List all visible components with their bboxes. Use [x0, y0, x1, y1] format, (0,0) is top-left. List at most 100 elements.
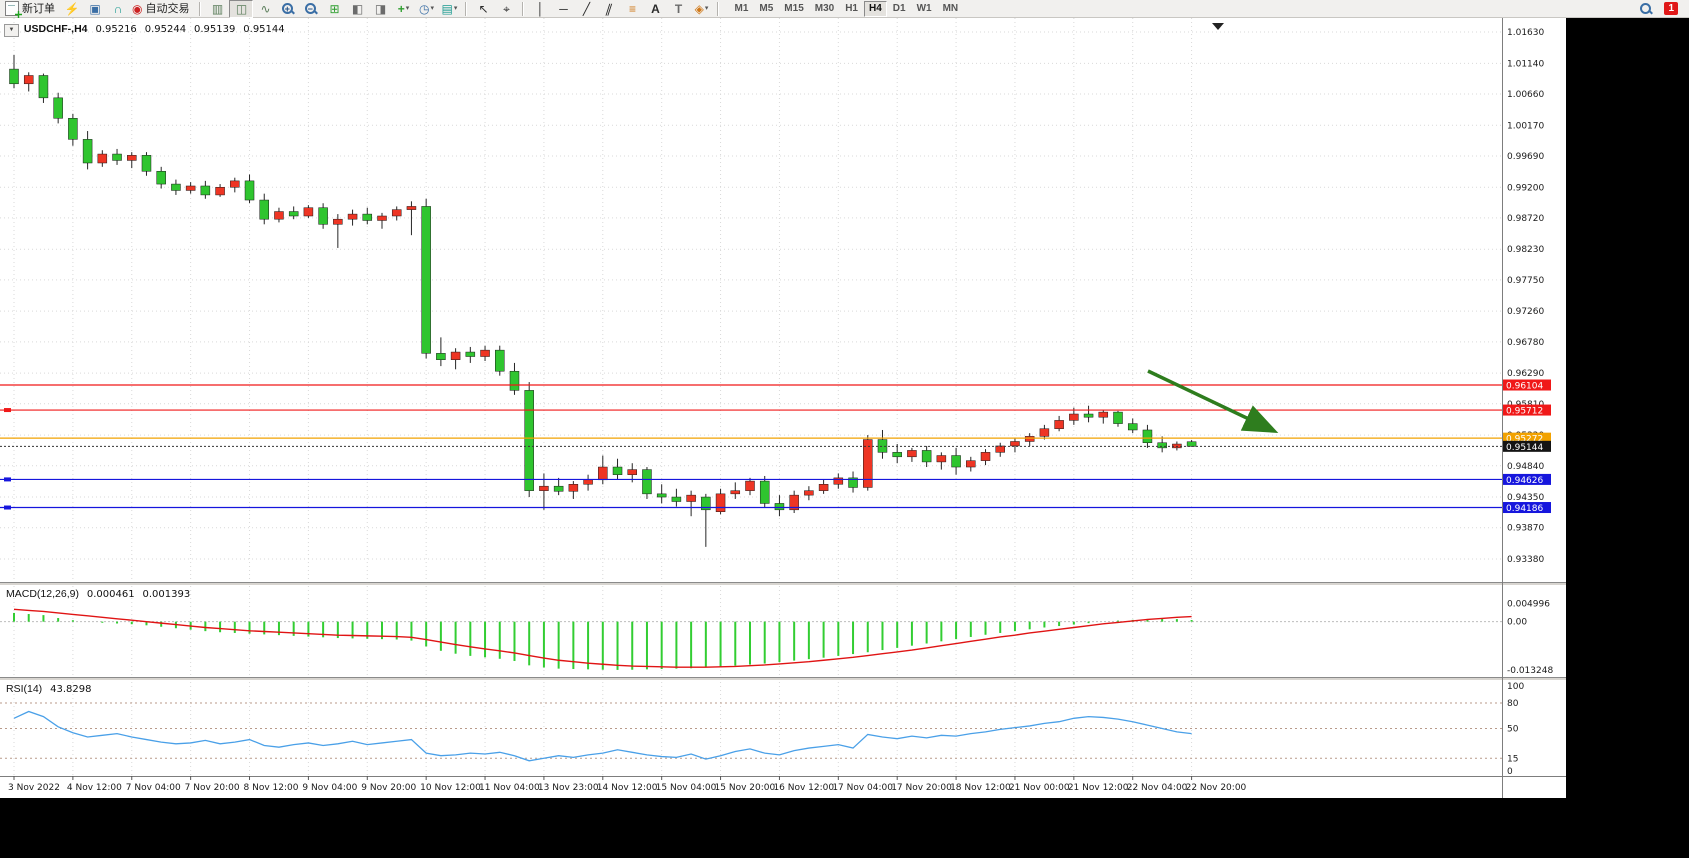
svg-text:0.95712: 0.95712	[1506, 407, 1543, 417]
template-icon: ▤	[441, 1, 453, 16]
bar-chart-button[interactable]: ▥	[206, 1, 228, 17]
timeframe-button-mn[interactable]: MN	[942, 2, 959, 14]
timeframe-buttons: M1 M5 M15 M30 H1 H4 D1 W1 MN	[729, 0, 963, 17]
time-axis-label: 21 Nov 12:00	[1068, 783, 1129, 793]
bar-chart-icon: ▥	[211, 1, 224, 16]
cursor-button[interactable]: ↖	[472, 1, 494, 17]
add-indicator-icon: +	[397, 1, 405, 16]
timeframe-button-m30[interactable]: M30	[814, 2, 835, 14]
quote-close: 0.95144	[243, 24, 285, 35]
time-axis-label: 15 Nov 20:00	[715, 783, 776, 793]
macd-series	[13, 608, 1193, 670]
price-tick-label: 0.97750	[1507, 276, 1544, 286]
cascade-windows-icon: ◨	[374, 1, 387, 16]
add-indicator-button[interactable]: + ▾	[392, 1, 414, 17]
timeframe-button-w1[interactable]: W1	[916, 2, 932, 14]
svg-text:0.95144: 0.95144	[1506, 443, 1543, 453]
periods-button[interactable]: ◷ ▾	[415, 1, 437, 17]
time-axis-label: 21 Nov 00:00	[1009, 783, 1070, 793]
fibonacci-button[interactable]: ≡	[621, 1, 643, 17]
zoom-out-button[interactable]: −	[300, 1, 322, 17]
macd-value-main: 0.000461	[86, 589, 135, 600]
timeframe-button-m1[interactable]: M1	[734, 2, 749, 14]
svg-text:0.94186: 0.94186	[1506, 504, 1543, 514]
vertical-line-icon: │	[536, 1, 545, 16]
cascade-windows-button[interactable]: ◨	[369, 1, 391, 17]
notification-badge[interactable]: 1	[1664, 2, 1678, 15]
rsi-axis-label: 80	[1507, 699, 1519, 709]
candlestick-chart-button[interactable]: ◫	[229, 0, 254, 18]
rsi-axis-label: 0	[1507, 767, 1513, 777]
candlestick-icon: ◫	[235, 1, 248, 16]
time-axis-label: 3 Nov 2022	[8, 783, 60, 793]
pane-separator[interactable]	[0, 677, 1566, 681]
auto-arrange-button[interactable]: ◧	[346, 1, 368, 17]
time-axis-label: 22 Nov 20:00	[1186, 783, 1247, 793]
new-order-button[interactable]: 新订单	[3, 1, 60, 17]
templates-button[interactable]: ▤ ▾	[438, 1, 460, 17]
chart-shift-marker[interactable]	[1212, 23, 1224, 30]
auto-trading-button[interactable]: ◉ 自动交易	[130, 1, 194, 17]
line-anchor-marker[interactable]	[4, 505, 11, 510]
timeframe-button-m5[interactable]: M5	[759, 2, 774, 14]
time-axis-label: 7 Nov 20:00	[185, 783, 240, 793]
svg-text:0.94626: 0.94626	[1506, 476, 1543, 486]
quote-high: 0.95244	[144, 24, 187, 35]
tile-windows-button[interactable]: ⊞	[323, 1, 345, 17]
vertical-line-button[interactable]: │	[529, 1, 551, 17]
trendline-button[interactable]: ╱	[575, 1, 597, 17]
text-button[interactable]: A	[644, 1, 666, 17]
expert-advisors-button[interactable]: ⚡	[61, 1, 83, 17]
pane-separator[interactable]	[0, 582, 1566, 586]
rsi-indicator-label: RSI(14) 43.8298	[6, 683, 91, 695]
arrange-windows-icon: ◧	[351, 1, 364, 16]
time-axis-label: 17 Nov 04:00	[832, 783, 893, 793]
trend-arrow-object[interactable]	[1147, 369, 1279, 434]
rsi-axis-label: 100	[1507, 682, 1524, 692]
price-chart-canvas[interactable]: 1.01630 1.01140 1.00660 1.00170 0.99690 0.992…	[0, 18, 1566, 798]
macd-value-signal: 0.001393	[142, 589, 191, 600]
timeframe-button-d1[interactable]: D1	[892, 2, 906, 14]
shapes-button[interactable]: ◈ ▾	[690, 1, 712, 17]
shapes-icon: ◈	[694, 1, 704, 16]
macd-axis-label: 0.00	[1507, 618, 1527, 628]
quote-low: 0.95139	[194, 24, 236, 35]
price-tick-label: 1.00660	[1507, 90, 1544, 100]
main-toolbar: 新订单 ⚡ ▣ ∩ ◉ 自动交易 ▥ ◫ ∿ + − ⊞ ◧ ◨ + ▾ ◷ ▾ ▤…	[0, 0, 1689, 18]
line-anchor-marker[interactable]	[4, 477, 11, 482]
text-icon: A	[651, 1, 660, 16]
charts-window-button[interactable]: ▣	[84, 1, 106, 17]
price-tick-label: 0.94350	[1507, 493, 1544, 503]
hline-price-tag	[1503, 502, 1551, 514]
text-label-button[interactable]: T	[667, 1, 689, 17]
horizontal-line-button[interactable]: ─	[552, 1, 574, 17]
search-button[interactable]	[1635, 1, 1657, 17]
timeframe-button-m15[interactable]: M15	[784, 2, 804, 14]
line-chart-button[interactable]: ∿	[254, 1, 276, 17]
symbol-dropdown-icon[interactable]: ▼	[4, 23, 19, 37]
channel-button[interactable]: ∥	[598, 1, 620, 17]
time-axis-label: 11 Nov 04:00	[479, 783, 540, 793]
crosshair-button[interactable]: ⌖	[495, 1, 517, 17]
new-order-icon	[5, 1, 19, 16]
chevron-down-icon: ▾	[453, 4, 458, 12]
time-axis-label: 8 Nov 12:00	[244, 783, 299, 793]
new-order-label: 新订单	[22, 2, 55, 15]
hline-price-tag	[1503, 432, 1551, 444]
chevron-down-icon: ▾	[704, 4, 709, 12]
cursor-icon: ↖	[478, 1, 489, 16]
time-axis-label: 16 Nov 12:00	[773, 783, 834, 793]
text-label-icon: T	[674, 1, 683, 16]
support-button[interactable]: ∩	[107, 1, 129, 17]
timeframe-button-h4[interactable]: H4	[864, 0, 887, 17]
price-tick-label: 0.97260	[1507, 307, 1544, 317]
line-anchor-marker[interactable]	[4, 408, 11, 413]
zoom-out-icon: −	[304, 2, 318, 16]
toolbar-separator	[199, 1, 202, 16]
price-tick-label: 1.00170	[1507, 121, 1544, 131]
time-axis-label: 14 Nov 12:00	[597, 783, 658, 793]
zoom-in-button[interactable]: +	[277, 1, 299, 17]
timeframe-button-h1[interactable]: H1	[845, 2, 858, 14]
time-axis-label: 13 Nov 23:00	[538, 783, 599, 793]
